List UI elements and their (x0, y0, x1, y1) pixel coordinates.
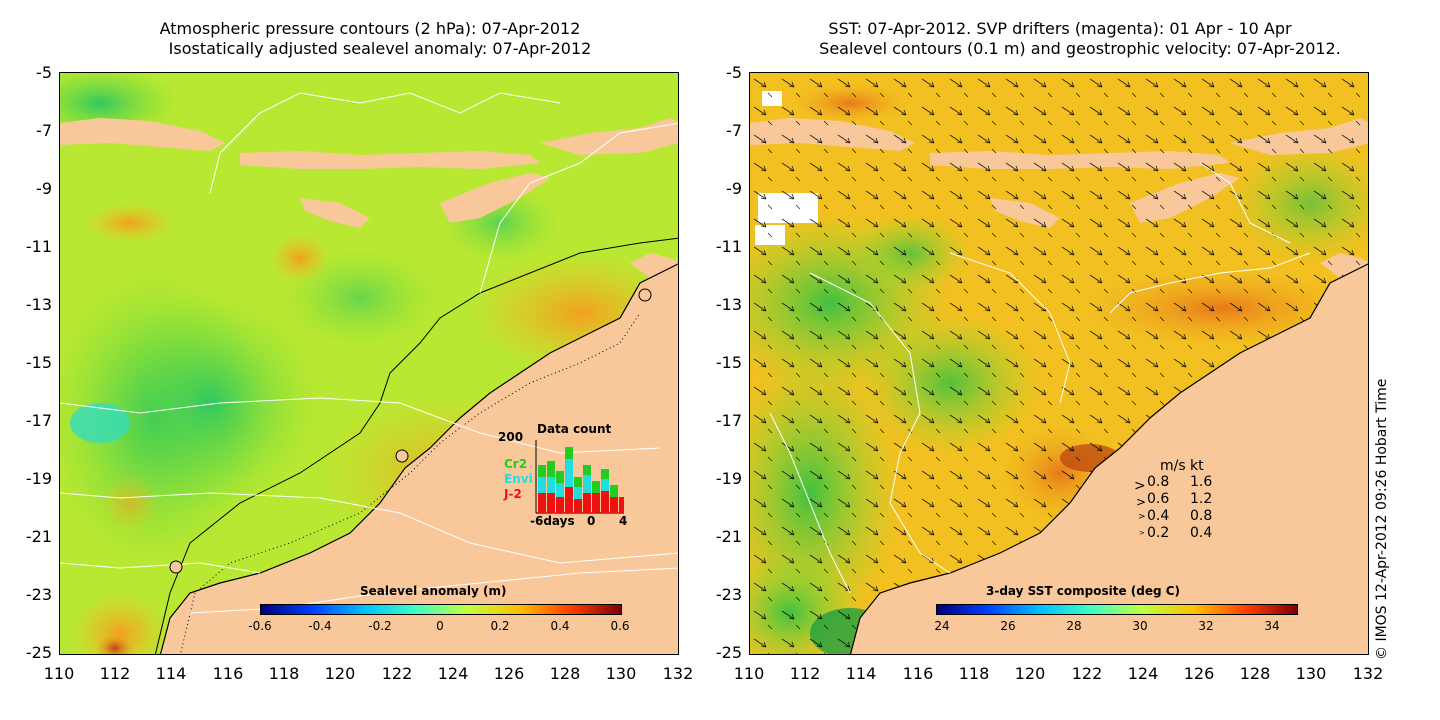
velocity-legend: m/s kt > 0.8 1.6 > 0.6 1.2 > 0.4 0.8 > 0… (1130, 458, 1240, 548)
left-ytick: -17 (25, 411, 52, 430)
sla-cbar-tick: 0 (436, 619, 444, 633)
sla-cbar-tick: -0.2 (368, 619, 392, 633)
left-xtick: 110 (43, 664, 75, 683)
right-xtick: 110 (733, 664, 765, 683)
arrow-scale-icon: > (1136, 495, 1147, 509)
right-title-line1: SST: 07-Apr-2012. SVP drifters (magenta)… (828, 19, 1292, 38)
right-xtick: 130 (1295, 664, 1327, 683)
left-xtick: 112 (99, 664, 131, 683)
left-ytick: -13 (25, 295, 52, 314)
right-ytick: -23 (715, 585, 742, 604)
velocity-legend-header-kt: kt (1190, 458, 1204, 474)
left-map-panel: Data count 200 Cr2 Envi J-2 -6days 0 4 S… (59, 72, 679, 655)
arrow-scale-icon: > (1139, 529, 1145, 537)
right-xtick: 126 (1183, 664, 1215, 683)
right-ytick: -15 (715, 353, 742, 372)
left-xtick: 114 (155, 664, 187, 683)
right-xtick: 128 (1239, 664, 1271, 683)
velocity-kt-value: 0.8 (1190, 508, 1213, 524)
data-count-xlabel-start: -6days (530, 514, 575, 528)
sla-colorbar (260, 604, 622, 615)
sla-cbar-tick: 0.4 (550, 619, 570, 633)
left-xtick: 130 (605, 664, 637, 683)
velocity-kt-value: 1.6 (1190, 474, 1213, 490)
left-ytick: -7 (36, 121, 52, 140)
data-count-title: Data count (537, 422, 612, 436)
right-ytick: -9 (726, 179, 742, 198)
sla-cbar-tick: 0.2 (490, 619, 510, 633)
left-ytick: -5 (36, 63, 52, 82)
right-ytick: -7 (726, 121, 742, 140)
legend-j2: J-2 (504, 487, 522, 501)
right-ytick: -25 (715, 643, 742, 662)
velocity-ms-value: 0.6 (1147, 491, 1170, 507)
data-count-xlabel-zero: 0 (587, 514, 596, 528)
right-ytick: -17 (715, 411, 742, 430)
right-ytick: -11 (715, 237, 742, 256)
left-ytick: -11 (25, 237, 52, 256)
legend-envi: Envi (504, 472, 533, 486)
arrow-scale-icon: > (1138, 512, 1146, 522)
sst-cbar-tick: 28 (1066, 619, 1082, 633)
sst-cbar-tick: 34 (1264, 619, 1280, 633)
right-xtick: 116 (902, 664, 934, 683)
right-xtick: 114 (845, 664, 877, 683)
sst-colorbar-label: 3-day SST composite (deg C) (986, 584, 1181, 598)
left-xtick: 118 (268, 664, 300, 683)
left-title-line1: Atmospheric pressure contours (2 hPa): 0… (159, 19, 581, 38)
right-ytick: -13 (715, 295, 742, 314)
left-ytick: -23 (25, 585, 52, 604)
sla-cbar-tick: -0.4 (308, 619, 332, 633)
right-xtick: 124 (1127, 664, 1159, 683)
left-xtick: 120 (324, 664, 356, 683)
sst-map (750, 73, 1368, 654)
left-ytick: -25 (25, 643, 52, 662)
velocity-ms-value: 0.4 (1147, 508, 1170, 524)
right-ytick: -5 (726, 63, 742, 82)
left-title-line2: Isostatically adjusted sealevel anomaly:… (168, 39, 592, 58)
right-map-panel: m/s kt > 0.8 1.6 > 0.6 1.2 > 0.4 0.8 > 0… (749, 72, 1369, 655)
data-count-ymax: 200 (498, 430, 524, 444)
velocity-kt-value: 1.2 (1190, 491, 1213, 507)
left-ytick: -15 (25, 353, 52, 372)
right-xtick: 132 (1352, 664, 1384, 683)
velocity-ms-value: 0.8 (1147, 474, 1170, 490)
right-title-line2: Sealevel contours (0.1 m) and geostrophi… (819, 39, 1341, 58)
left-xtick: 132 (662, 664, 694, 683)
sealevel-anomaly-map (60, 73, 678, 654)
velocity-legend-header-ms: m/s (1160, 458, 1186, 474)
sst-cbar-tick: 32 (1198, 619, 1214, 633)
right-ytick: -21 (715, 527, 742, 546)
arrow-scale-icon: > (1134, 478, 1146, 494)
velocity-ms-value: 0.2 (1147, 525, 1170, 541)
sla-cbar-tick: -0.6 (248, 619, 272, 633)
legend-cr2: Cr2 (504, 457, 528, 471)
data-count-xlabel-end: 4 (619, 514, 628, 528)
velocity-kt-value: 0.4 (1190, 525, 1213, 541)
left-xtick: 122 (381, 664, 413, 683)
sst-cbar-tick: 26 (1000, 619, 1016, 633)
left-ytick: -19 (25, 469, 52, 488)
left-ytick: -9 (36, 179, 52, 198)
left-xtick: 128 (549, 664, 581, 683)
right-ytick: -19 (715, 469, 742, 488)
left-xtick: 126 (493, 664, 525, 683)
right-xtick: 112 (789, 664, 821, 683)
sla-colorbar-label: Sealevel anomaly (m) (360, 584, 507, 598)
copyright-text: © IMOS 12-Apr-2012 09:26 Hobart Time (1374, 378, 1390, 660)
left-xtick: 124 (437, 664, 469, 683)
right-xtick: 118 (958, 664, 990, 683)
sla-cbar-tick: 0.6 (610, 619, 630, 633)
sst-cbar-tick: 24 (934, 619, 950, 633)
sst-cbar-tick: 30 (1132, 619, 1148, 633)
sst-colorbar (936, 604, 1298, 615)
right-xtick: 120 (1014, 664, 1046, 683)
data-count-histogram (535, 440, 624, 514)
right-xtick: 122 (1071, 664, 1103, 683)
left-xtick: 116 (212, 664, 244, 683)
left-ytick: -21 (25, 527, 52, 546)
